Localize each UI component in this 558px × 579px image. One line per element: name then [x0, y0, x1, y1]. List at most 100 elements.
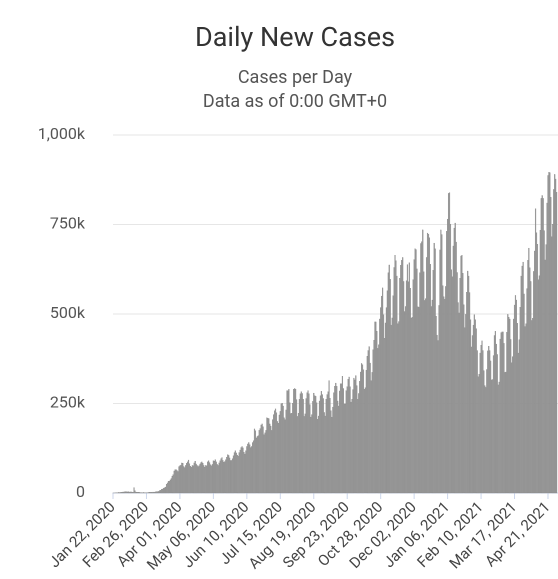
bar	[186, 463, 188, 494]
bar	[329, 397, 331, 494]
bar	[426, 232, 429, 494]
bar	[289, 402, 291, 494]
bar	[155, 491, 157, 494]
bar	[382, 314, 385, 494]
bar	[429, 264, 431, 494]
bar	[219, 460, 221, 494]
bar	[128, 491, 130, 494]
bar	[532, 318, 534, 494]
bar	[449, 223, 452, 494]
bar	[169, 479, 171, 494]
bar	[338, 405, 340, 494]
bar	[363, 389, 365, 494]
bar	[450, 269, 452, 494]
bar	[534, 208, 537, 494]
bar	[225, 459, 227, 494]
bar	[320, 391, 322, 494]
bar	[126, 491, 128, 494]
bar	[245, 450, 247, 494]
bar	[253, 428, 256, 494]
bar	[404, 311, 406, 494]
bar	[206, 465, 208, 494]
bar	[346, 386, 348, 494]
bar	[423, 271, 425, 494]
bar	[252, 440, 255, 494]
bar	[553, 189, 555, 494]
bar	[165, 486, 167, 494]
bar	[365, 370, 367, 494]
bar	[397, 323, 399, 494]
bar	[167, 481, 170, 494]
bar	[259, 428, 261, 494]
bar	[256, 436, 258, 494]
bar	[335, 382, 337, 494]
bar	[188, 463, 191, 494]
bar	[180, 464, 182, 494]
bar	[377, 348, 379, 494]
bar	[384, 322, 387, 494]
bar	[212, 460, 214, 494]
bar	[241, 446, 243, 494]
bar	[490, 360, 492, 494]
bar	[545, 244, 547, 494]
bar	[221, 457, 223, 494]
bar	[513, 304, 516, 494]
bar	[435, 315, 437, 494]
bar	[410, 318, 412, 494]
bar	[473, 314, 475, 494]
bar	[412, 279, 414, 494]
bar	[345, 390, 347, 494]
bar	[352, 389, 354, 494]
bar	[496, 354, 498, 494]
bar	[524, 326, 526, 494]
bar	[131, 491, 133, 494]
bar	[263, 434, 265, 494]
bar	[376, 331, 378, 494]
bar	[406, 264, 409, 494]
bar	[230, 460, 232, 494]
bar	[438, 305, 440, 494]
bar	[356, 385, 358, 494]
bar	[385, 307, 387, 494]
bar	[302, 399, 304, 494]
bar	[388, 264, 390, 494]
bar	[121, 491, 124, 494]
bar	[498, 381, 500, 494]
bar	[427, 234, 430, 494]
bar	[321, 394, 323, 494]
bar	[550, 197, 552, 494]
bar	[215, 461, 217, 494]
bar	[134, 490, 136, 494]
bar	[228, 455, 230, 494]
bar	[386, 290, 388, 494]
bar	[418, 307, 420, 494]
bar	[269, 423, 271, 494]
bar	[525, 323, 527, 494]
bar	[371, 372, 373, 494]
bar	[312, 401, 314, 494]
bar	[251, 446, 253, 494]
bar	[171, 475, 173, 494]
bar	[454, 222, 456, 494]
bar	[509, 318, 511, 494]
bar	[368, 346, 370, 494]
bar	[536, 244, 539, 494]
bar	[548, 172, 550, 494]
bar	[546, 202, 548, 494]
bar	[313, 392, 315, 494]
bar	[299, 393, 301, 494]
bar	[364, 387, 366, 494]
bar	[399, 278, 401, 494]
bar	[522, 261, 524, 494]
bar	[137, 492, 139, 494]
bar	[414, 248, 416, 494]
bar	[148, 492, 150, 494]
bar	[491, 379, 493, 494]
bar	[139, 492, 141, 494]
bar	[370, 380, 372, 494]
bar	[328, 380, 330, 494]
bar	[150, 491, 152, 494]
bar	[326, 394, 328, 494]
bar	[161, 488, 163, 494]
bar	[501, 331, 503, 494]
